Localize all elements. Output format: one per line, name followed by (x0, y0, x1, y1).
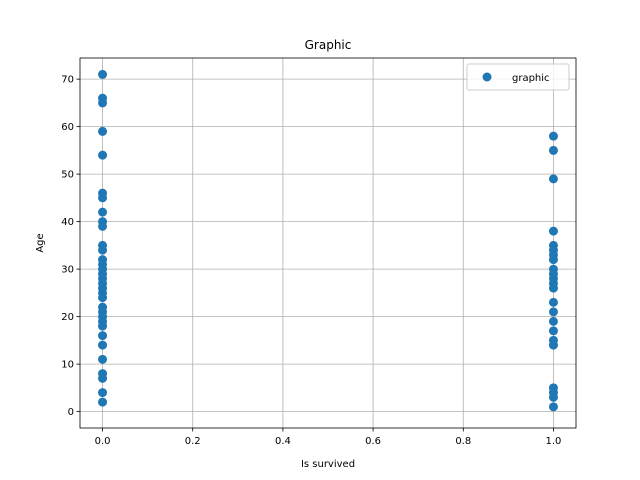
data-point (98, 69, 108, 79)
data-point (548, 307, 558, 317)
data-point (98, 373, 108, 383)
x-tick-label: 1.0 (546, 436, 562, 447)
data-points (98, 69, 558, 412)
data-point (98, 193, 108, 203)
data-point (548, 145, 558, 155)
data-point (98, 221, 108, 231)
data-point (98, 354, 108, 364)
data-point (98, 331, 108, 341)
y-tick-label: 70 (61, 75, 74, 86)
plot-area (80, 58, 576, 428)
chart-title: Graphic (305, 38, 352, 52)
data-point (98, 245, 108, 255)
x-tick-label: 0.8 (455, 436, 471, 447)
grid-lines (80, 58, 576, 428)
data-point (98, 340, 108, 350)
y-tick-label: 40 (61, 217, 74, 228)
data-point (548, 283, 558, 293)
data-point (548, 392, 558, 402)
y-tick-label: 0 (68, 407, 74, 418)
legend: graphic (466, 63, 570, 91)
data-point (98, 321, 108, 331)
data-point (548, 131, 558, 141)
legend-box (466, 63, 570, 91)
data-point (98, 150, 108, 160)
y-tick-label: 60 (61, 122, 74, 133)
data-point (548, 297, 558, 307)
data-point (98, 98, 108, 108)
legend-marker (482, 72, 492, 82)
data-point (548, 174, 558, 184)
axis-ticks: 0.0 0.2 0.4 0.6 0.8 1.0 0 10 20 30 40 50 60 70 (61, 75, 561, 447)
data-point (98, 293, 108, 303)
data-point (98, 207, 108, 217)
data-point (548, 402, 558, 412)
y-tick-label: 50 (61, 170, 74, 181)
x-axis-label: Is survived (301, 459, 355, 470)
x-tick-label: 0.0 (95, 436, 111, 447)
y-tick-label: 20 (61, 312, 74, 323)
y-tick-label: 30 (61, 265, 74, 276)
data-point (548, 340, 558, 350)
x-tick-label: 0.2 (185, 436, 201, 447)
data-point (98, 126, 108, 136)
data-point (548, 316, 558, 326)
x-tick-label: 0.4 (275, 436, 291, 447)
data-point (548, 255, 558, 265)
y-axis-label: Age (35, 233, 46, 252)
y-tick-label: 10 (61, 360, 74, 371)
data-point (548, 226, 558, 236)
plot-frame (79, 57, 577, 429)
legend-label: graphic (512, 73, 550, 84)
data-point (98, 388, 108, 398)
data-point (548, 326, 558, 336)
x-tick-label: 0.6 (365, 436, 381, 447)
data-point (98, 397, 108, 407)
